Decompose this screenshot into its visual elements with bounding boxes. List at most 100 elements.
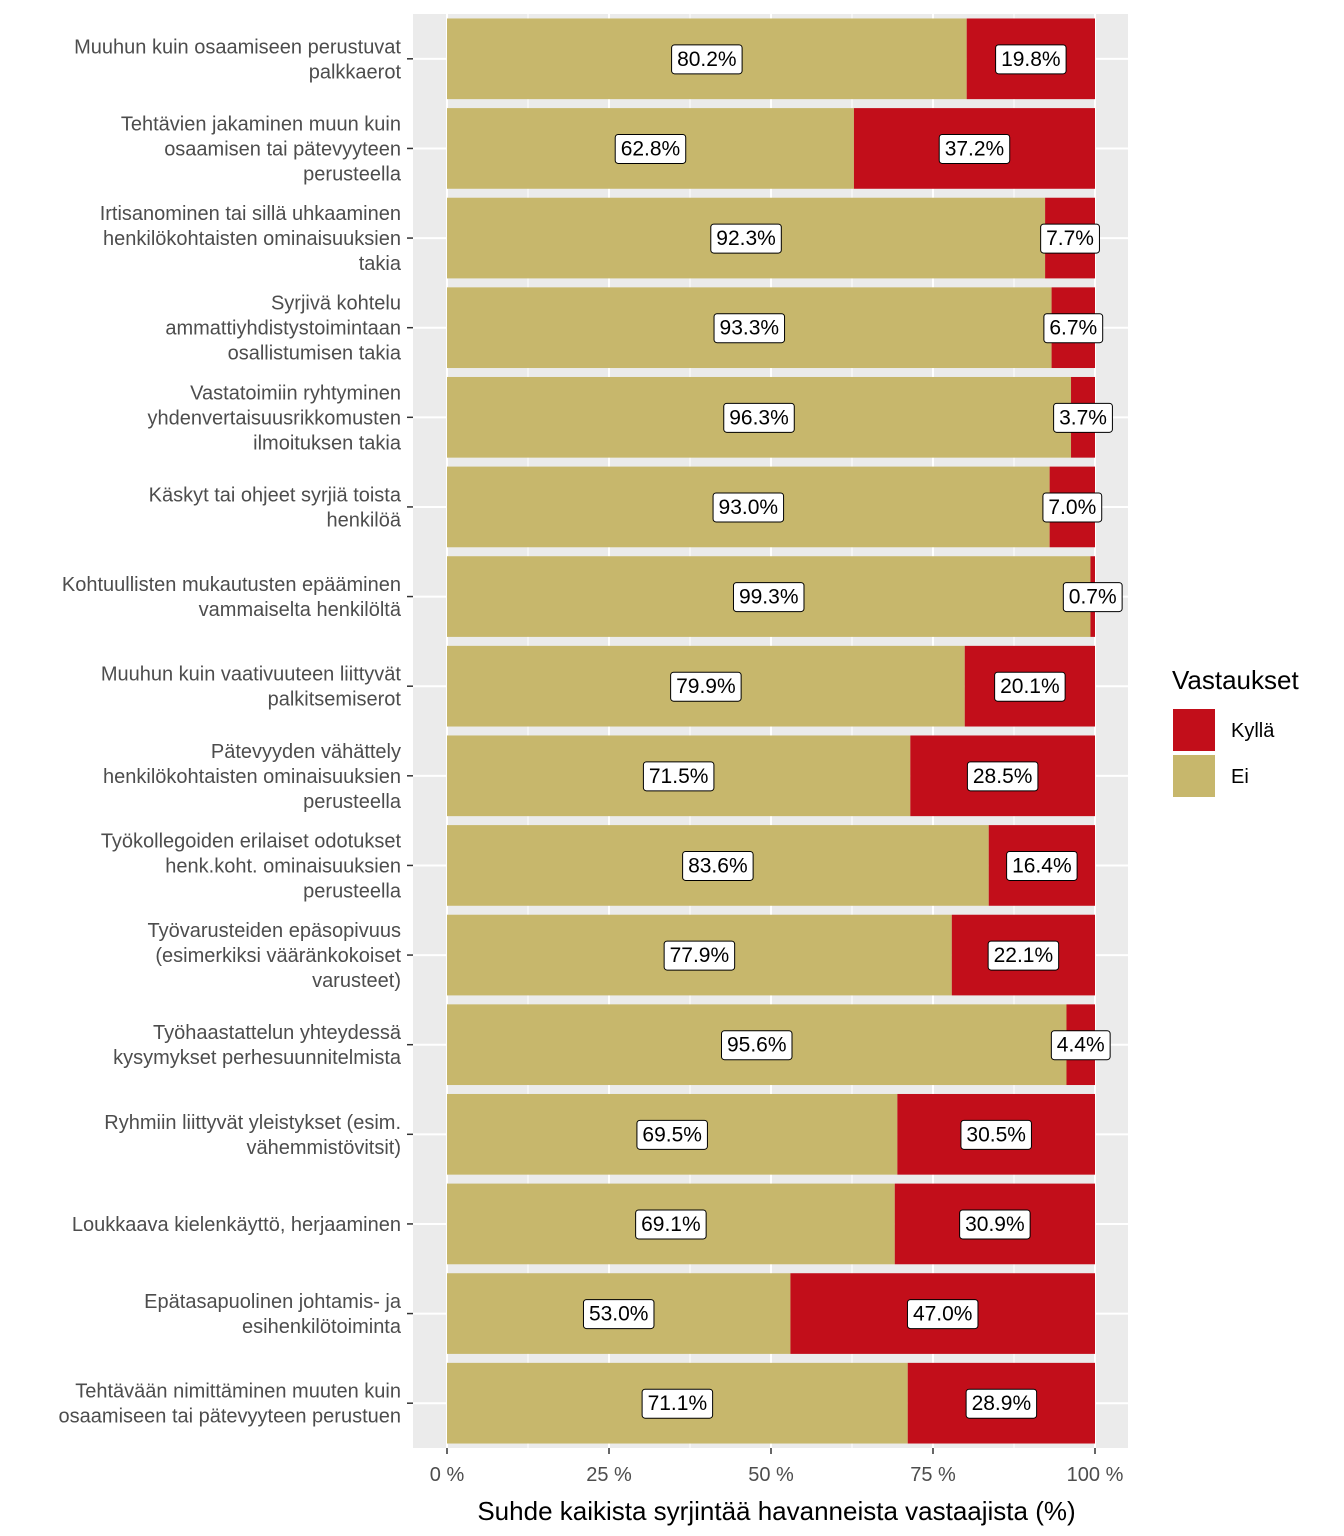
category-label: Ryhmiin liittyvät yleistykset (esim. vähe… (104, 1112, 401, 1159)
value-label-ei-text: 80.2% (677, 48, 737, 71)
value-label-ei-box (723, 402, 795, 433)
value-label-kylla-text: 30.5% (966, 1123, 1026, 1146)
value-label-ei-text: 83.6% (688, 854, 748, 877)
value-label-kylla: 30.5% (960, 1119, 1032, 1150)
value-label-kylla: 19.8% (995, 44, 1067, 75)
value-label-kylla-text: 7.0% (1048, 496, 1096, 519)
value-label-kylla-text: 20.1% (1000, 675, 1060, 698)
value-label-kylla-box (994, 671, 1066, 702)
value-label-ei-box (663, 940, 736, 971)
value-label-kylla-box (1053, 402, 1113, 433)
x-tick-label: 75 % (910, 1464, 956, 1486)
value-label-kylla-box (1062, 582, 1123, 613)
value-label-kylla-text: 28.5% (973, 765, 1033, 788)
x-axis-title: Suhde kaikista syrjintää havanneista vas… (477, 1496, 1075, 1526)
value-label-kylla: 37.2% (938, 133, 1011, 164)
value-label-kylla-box (965, 1388, 1038, 1419)
value-label-ei-box (636, 1119, 708, 1150)
value-label-kylla: 4.4% (1050, 1030, 1111, 1061)
value-label-kylla-box (966, 761, 1039, 792)
value-label-ei-text: 92.3% (716, 227, 776, 250)
value-label-ei-box (641, 1388, 714, 1419)
value-label-ei-box (635, 1209, 707, 1240)
value-label-kylla-text: 6.7% (1049, 317, 1097, 340)
value-label-kylla-box (1042, 492, 1103, 523)
category-label: Vastatoimiin ryhtyminen yhdenvertaisuusri… (148, 382, 402, 454)
value-label-ei-text: 93.0% (719, 496, 779, 519)
value-label-ei-box (713, 313, 786, 344)
value-label-ei-box (732, 582, 805, 613)
value-label-ei: 96.3% (723, 402, 795, 433)
value-labels-layer: 80.2% 19.8% 62.8% 37.2% 92.3% 7.7% 93.3% 6.7% 96… (582, 44, 1123, 1419)
value-label-ei: 83.6% (682, 850, 754, 881)
value-label-ei-box (712, 492, 785, 523)
bars-layer (447, 18, 1095, 1444)
value-label-ei-text: 53.0% (589, 1303, 649, 1326)
value-label-kylla: 7.7% (1040, 223, 1100, 254)
category-label: Tehtävien jakaminen muun kuin osaamisen t… (121, 113, 402, 185)
value-label-kylla-text: 30.9% (965, 1213, 1025, 1236)
category-label: Käskyt tai ohjeet syrjiä toista henkilöä (149, 484, 402, 531)
category-label: Pätevyyden vähättely henkilökohtaisten om… (103, 741, 402, 813)
category-label: Työhaastattelun yhteydessä kysymykset per… (113, 1022, 402, 1069)
value-label-ei: 69.1% (635, 1209, 707, 1240)
value-label-ei-text: 69.1% (641, 1213, 701, 1236)
category-labels: Muuhun kuin osaamiseen perustuvat palkkae… (59, 36, 413, 1428)
value-label-ei-box (614, 133, 687, 164)
value-label-ei: 95.6% (720, 1030, 793, 1061)
category-label: Irtisanominen tai sillä uhkaaminen henkil… (100, 203, 402, 275)
value-label-kylla-box (987, 940, 1060, 971)
category-label: Tehtävään nimittäminen muuten kuin osaami… (59, 1381, 401, 1428)
x-tick-label: 50 % (748, 1464, 794, 1486)
value-label-kylla-box (938, 133, 1011, 164)
value-label-ei-box (671, 44, 743, 75)
value-label-kylla: 20.1% (994, 671, 1066, 702)
value-label-ei: 53.0% (582, 1299, 655, 1330)
value-label-kylla-box (1040, 223, 1100, 254)
category-label: Syrjivä kohtelu ammattiyhdistystoimintaan… (165, 293, 402, 365)
category-label: Työvarusteiden epäsopivuus (esimerkiksi v… (148, 920, 402, 992)
value-label-kylla-text: 7.7% (1046, 227, 1094, 250)
legend-label: Ei (1231, 766, 1249, 788)
value-label-ei-text: 62.8% (621, 137, 681, 160)
value-label-ei: 92.3% (710, 223, 782, 254)
value-label-ei: 99.3% (732, 582, 805, 613)
value-label-kylla-text: 47.0% (913, 1303, 973, 1326)
value-label-ei-box (710, 223, 782, 254)
value-label-ei-text: 69.5% (642, 1123, 702, 1146)
value-label-ei-text: 79.9% (676, 675, 736, 698)
x-tick-label: 25 % (586, 1464, 632, 1486)
value-label-kylla-box (1043, 313, 1104, 344)
category-label: Muuhun kuin vaativuuteen liittyvät palkit… (101, 664, 402, 711)
legend-title: Vastaukset (1172, 665, 1299, 695)
value-label-kylla-text: 22.1% (994, 944, 1054, 967)
value-label-ei: 79.9% (670, 671, 742, 702)
value-label-kylla-box (1006, 850, 1078, 881)
value-label-ei: 62.8% (614, 133, 687, 164)
value-label-kylla: 7.0% (1042, 492, 1103, 523)
value-label-kylla-box (1050, 1030, 1111, 1061)
value-label-kylla-box (960, 1119, 1032, 1150)
legend: Vastaukset Kyllä Ei (1172, 665, 1299, 797)
value-label-ei-text: 71.1% (648, 1392, 708, 1415)
category-label: Loukkaava kielenkäyttö, herjaaminen (72, 1214, 401, 1236)
value-label-ei-box (642, 761, 715, 792)
value-label-kylla: 47.0% (906, 1299, 979, 1330)
value-label-kylla-text: 37.2% (945, 137, 1005, 160)
value-label-kylla-box (995, 44, 1067, 75)
value-label-ei-text: 77.9% (670, 944, 730, 967)
value-label-ei: 77.9% (663, 940, 736, 971)
value-label-kylla: 6.7% (1043, 313, 1104, 344)
value-label-kylla: 28.9% (965, 1388, 1038, 1419)
legend-swatch (1173, 755, 1215, 797)
value-label-ei-text: 99.3% (739, 586, 799, 609)
value-label-kylla-text: 4.4% (1057, 1034, 1105, 1057)
value-label-kylla-text: 3.7% (1059, 406, 1107, 429)
value-label-kylla: 0.7% (1062, 582, 1123, 613)
value-label-kylla: 28.5% (966, 761, 1039, 792)
value-label-ei: 80.2% (671, 44, 743, 75)
value-label-kylla-box (959, 1209, 1031, 1240)
value-label-kylla-text: 0.7% (1069, 586, 1117, 609)
value-label-kylla-text: 28.9% (972, 1392, 1032, 1415)
